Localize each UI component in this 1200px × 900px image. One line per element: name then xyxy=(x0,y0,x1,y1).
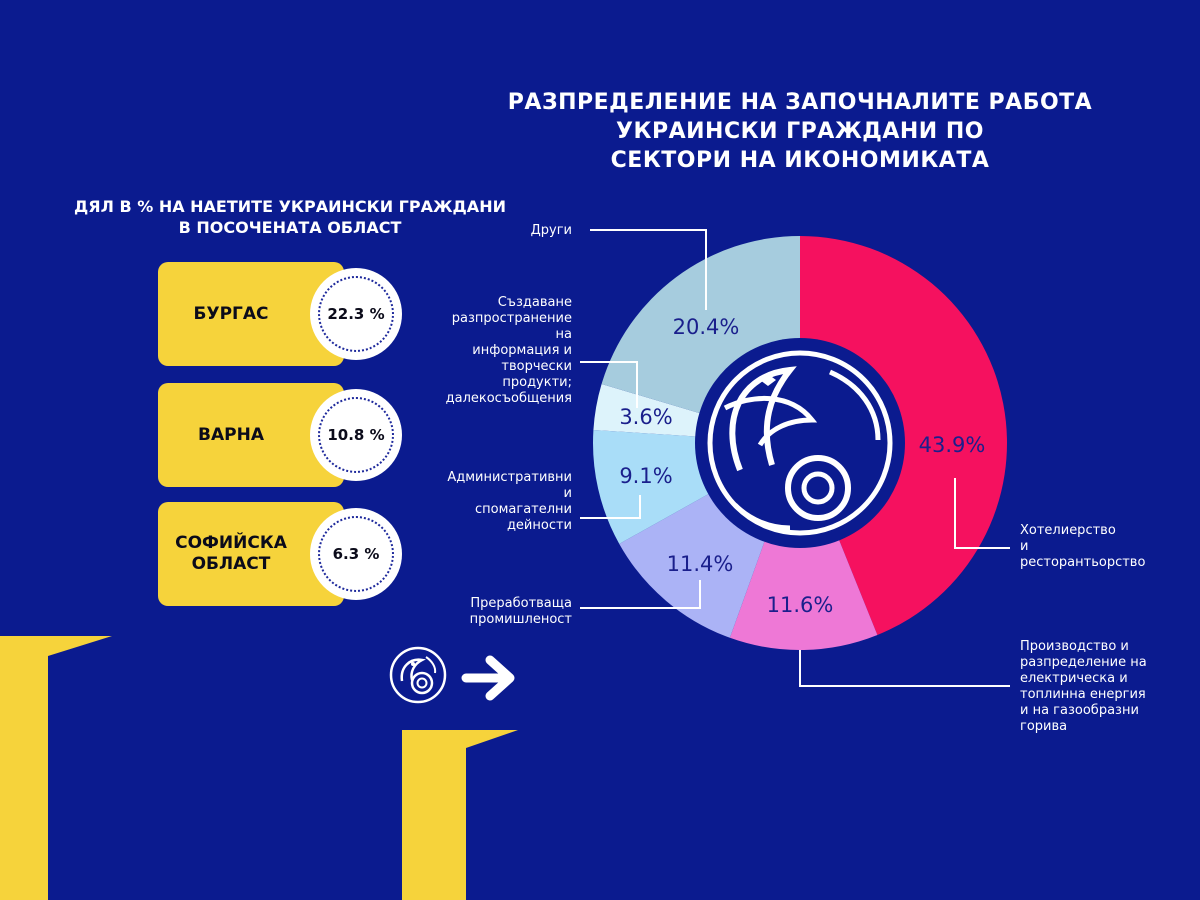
slice-category-label: Административни и спомагателни дейности xyxy=(447,470,572,533)
region-value-badge: 10.8 % xyxy=(310,389,402,481)
leader-line xyxy=(580,580,701,609)
region-value: 10.8 % xyxy=(327,426,385,444)
region-name: БУРГАС xyxy=(193,303,269,324)
region-value-badge: 22.3 % xyxy=(310,268,402,360)
leader-line xyxy=(580,361,638,408)
donut-slice xyxy=(593,430,710,544)
center-logo-icon xyxy=(695,338,905,548)
slice-value-label: 20.4% xyxy=(673,315,740,339)
arrow-right-icon xyxy=(461,655,515,701)
slice-value-label: 11.6% xyxy=(767,593,834,617)
slice-category-label: Хотелиерство и ресторантьорство xyxy=(1020,523,1145,570)
donut-slice xyxy=(593,384,701,437)
chart-title-line: РАЗПРЕДЕЛЕНИЕ НА ЗАПОЧНАЛИТЕ РАБОТА xyxy=(507,90,1093,115)
region-value-badge: 6.3 % xyxy=(310,508,402,600)
donut-slice xyxy=(601,236,800,414)
slice-value-label: 9.1% xyxy=(619,464,672,488)
regions-heading: ДЯЛ В % НА НАЕТИТЕ УКРАИНСКИ ГРАЖДАНИ В … xyxy=(20,196,560,238)
fish-circle-logo-icon xyxy=(389,646,447,704)
chart-title-line: УКРАИНСКИ ГРАЖДАНИ ПО xyxy=(616,119,984,144)
region-name: ВАРНА xyxy=(198,424,264,445)
donut-slice xyxy=(619,493,765,638)
leader-line xyxy=(799,650,1010,687)
slice-category-label: Създаване разпространение на информация и тв… xyxy=(446,295,572,406)
yellow-corner-shape-left xyxy=(0,636,112,900)
chart-title: РАЗПРЕДЕЛЕНИЕ НА ЗАПОЧНАЛИТЕ РАБОТА УКРА… xyxy=(470,88,1130,175)
leader-line xyxy=(580,495,641,519)
slice-category-label: Преработваща промишленост xyxy=(470,596,573,627)
slice-value-label: 11.4% xyxy=(667,552,734,576)
donut-slice xyxy=(729,539,878,650)
slice-category-label: Други xyxy=(531,223,572,238)
region-value: 6.3 % xyxy=(332,545,380,563)
regions-heading-line: ДЯЛ В % НА НАЕТИТЕ УКРАИНСКИ ГРАЖДАНИ xyxy=(74,197,506,216)
region-name: СОФИЙСКА ОБЛАСТ xyxy=(175,533,287,574)
leader-line xyxy=(954,478,1010,549)
regions-heading-line: В ПОСОЧЕНАТА ОБЛАСТ xyxy=(178,218,402,237)
slice-value-label: 3.6% xyxy=(619,405,672,429)
dotted-ring xyxy=(318,276,394,352)
slice-value-label: 43.9% xyxy=(919,433,986,457)
chart-title-line: СЕКТОРИ НА ИКОНОМИКАТА xyxy=(610,148,990,173)
yellow-corner-shape-center xyxy=(402,730,518,900)
region-value: 22.3 % xyxy=(327,305,385,323)
slice-category-label: Производство и разпределение на електричес… xyxy=(1020,639,1147,734)
dotted-ring xyxy=(318,516,394,592)
dotted-ring xyxy=(318,397,394,473)
leader-line xyxy=(590,229,707,310)
